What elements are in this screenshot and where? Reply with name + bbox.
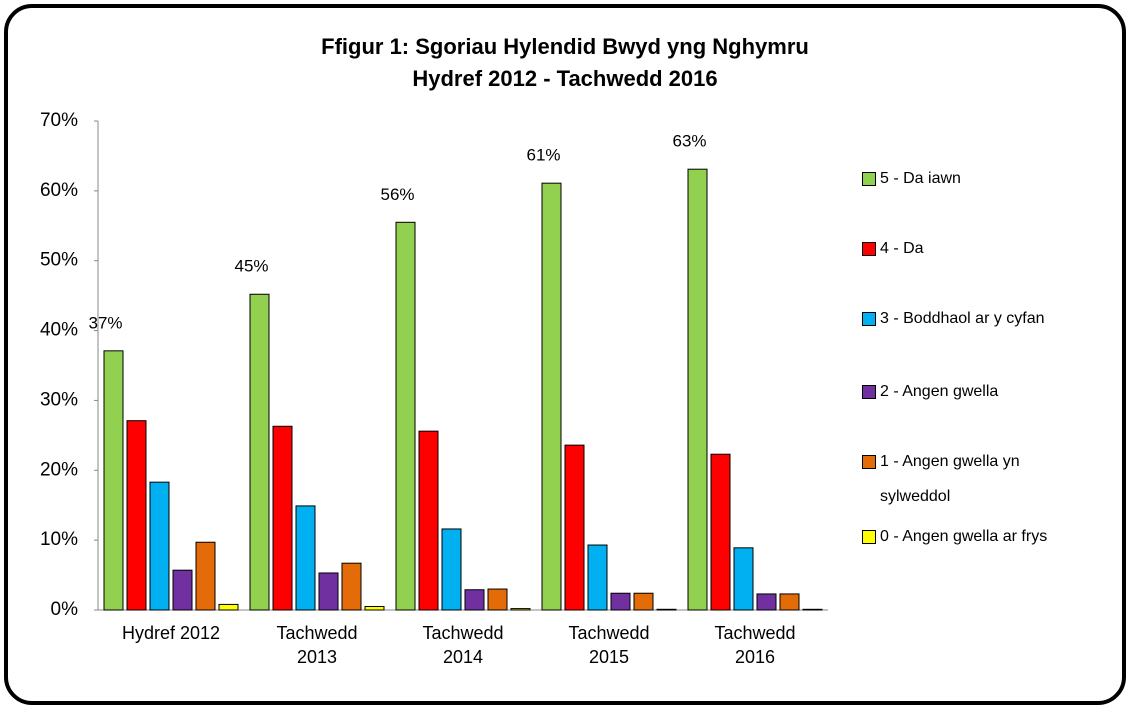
legend-label: 3 - Boddhaol ar y cyfan bbox=[880, 310, 1045, 327]
bar bbox=[318, 572, 339, 611]
data-label: 45% bbox=[234, 257, 268, 276]
bar bbox=[103, 350, 124, 611]
bar bbox=[364, 606, 385, 611]
bar bbox=[295, 505, 316, 611]
bar bbox=[441, 528, 462, 611]
y-tick-label: 70% bbox=[40, 110, 78, 131]
bar bbox=[341, 562, 362, 611]
legend-swatch bbox=[862, 242, 876, 256]
y-tick-label: 30% bbox=[40, 389, 78, 410]
bar bbox=[126, 420, 147, 611]
legend-item: 4 - Da bbox=[862, 231, 1112, 266]
bar bbox=[195, 541, 216, 611]
legend-label: 2 - Angen gwella bbox=[880, 383, 999, 400]
bar bbox=[272, 425, 293, 611]
x-tick-label: Hydref 2012 bbox=[121, 623, 221, 643]
y-tick-label: 40% bbox=[40, 320, 78, 341]
legend-swatch bbox=[862, 530, 876, 544]
bar bbox=[733, 547, 754, 611]
y-tick-label: 60% bbox=[40, 180, 78, 201]
data-label: 63% bbox=[672, 132, 706, 151]
bar bbox=[610, 592, 631, 611]
y-tick-label: 10% bbox=[40, 529, 78, 550]
legend-swatch bbox=[862, 172, 876, 186]
bar bbox=[249, 293, 270, 611]
chart-title: Hydref 2012 - Tachwedd 2016 bbox=[412, 66, 717, 91]
bar bbox=[779, 593, 800, 611]
data-label: 37% bbox=[88, 313, 122, 332]
y-tick-label: 0% bbox=[51, 599, 79, 620]
bar bbox=[656, 608, 677, 611]
chart-title: Ffigur 1: Sgoriau Hylendid Bwyd yng Nghy… bbox=[321, 34, 809, 59]
bar bbox=[756, 593, 777, 611]
legend-label: 1 - Angen gwella yn sylweddol bbox=[880, 453, 1020, 505]
x-tick-label: Tachwedd 2014 bbox=[422, 623, 504, 667]
x-tick-label: Tachwedd 2013 bbox=[276, 623, 358, 667]
bar bbox=[149, 481, 170, 611]
bar bbox=[487, 588, 508, 611]
bar bbox=[218, 603, 239, 611]
legend-item: 0 - Angen gwella ar frys bbox=[862, 519, 1112, 554]
bar bbox=[564, 444, 585, 611]
bar bbox=[710, 453, 731, 611]
data-label: 56% bbox=[380, 185, 414, 204]
bar bbox=[510, 608, 531, 611]
x-tick-label: Tachwedd 2015 bbox=[568, 623, 650, 667]
bar bbox=[395, 221, 416, 611]
legend-item: 2 - Angen gwella bbox=[862, 374, 1112, 409]
bar bbox=[418, 430, 439, 611]
bar bbox=[687, 168, 708, 611]
legend-item: 3 - Boddhaol ar y cyfan bbox=[862, 301, 1112, 336]
bar bbox=[587, 544, 608, 611]
y-tick-label: 20% bbox=[40, 459, 78, 480]
legend-label: 5 - Da iawn bbox=[880, 170, 961, 187]
bar bbox=[802, 608, 823, 611]
legend-swatch bbox=[862, 455, 876, 469]
legend-item: 5 - Da iawn bbox=[862, 161, 1112, 196]
bar bbox=[172, 569, 193, 611]
legend-swatch bbox=[862, 385, 876, 399]
y-tick-label: 50% bbox=[40, 250, 78, 271]
legend-item: 1 - Angen gwella yn sylweddol bbox=[862, 444, 1112, 514]
legend-label: 4 - Da bbox=[880, 240, 924, 257]
x-tick-label: Tachwedd 2016 bbox=[714, 623, 796, 667]
legend-swatch bbox=[862, 312, 876, 326]
data-label: 61% bbox=[526, 146, 560, 165]
legend-label: 0 - Angen gwella ar frys bbox=[880, 528, 1048, 545]
bar bbox=[464, 589, 485, 611]
bar bbox=[541, 182, 562, 611]
bar bbox=[633, 592, 654, 611]
